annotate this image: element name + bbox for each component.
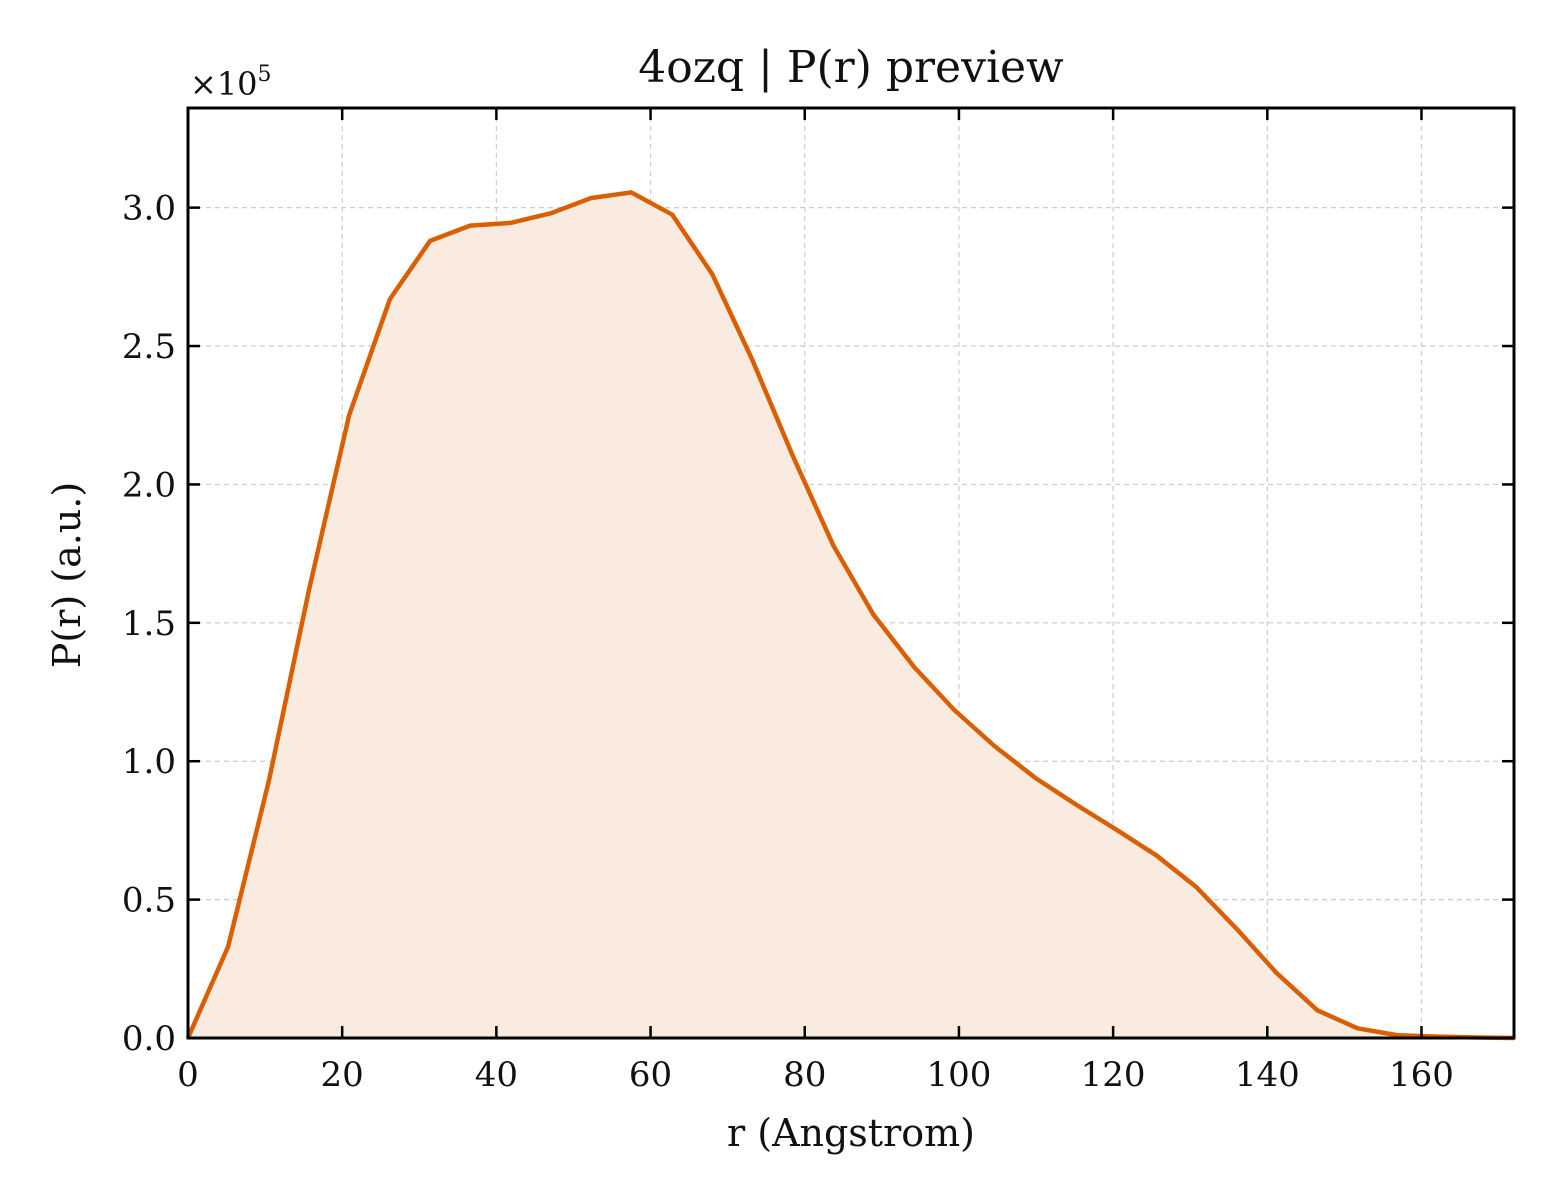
x-tick-label: 0 [177,1055,199,1095]
x-tick-labels: 0 20 40 60 80 100 120 140 160 [177,1055,1454,1095]
data-line [185,190,1515,1041]
area-fill [188,192,1514,1039]
x-tick-label: 100 [926,1055,991,1095]
x-tick-label: 40 [475,1055,518,1095]
x-tick-label: 160 [1389,1055,1454,1095]
y-axis-label: P(r) (a.u.) [45,482,89,668]
y-tick-label: 2.5 [122,327,176,367]
y-tick-label: 3.0 [122,189,176,229]
y-tick-label: 1.0 [122,742,176,782]
x-tick-label: 80 [783,1055,826,1095]
x-tick-label: 60 [629,1055,672,1095]
y-tick-label: 0.5 [122,881,176,921]
y-scale-prefix: ×10 [190,65,258,103]
plot-frame [186,106,1516,1040]
chart-title: 4ozq | P(r) preview [638,42,1064,93]
y-tick-label: 2.0 [122,465,176,505]
y-scale-multiplier: ×105 [190,62,272,103]
x-axis-label: r (Angstrom) [727,1111,975,1155]
y-tick-label: 1.5 [122,604,176,644]
y-tick-label: 0.0 [122,1019,176,1059]
x-tick-label: 120 [1081,1055,1146,1095]
y-scale-exponent: 5 [258,62,272,87]
x-tick-label: 20 [321,1055,364,1095]
x-tick-label: 140 [1235,1055,1300,1095]
y-tick-labels: 0.0 0.5 1.0 1.5 2.0 2.5 3.0 [122,189,176,1059]
